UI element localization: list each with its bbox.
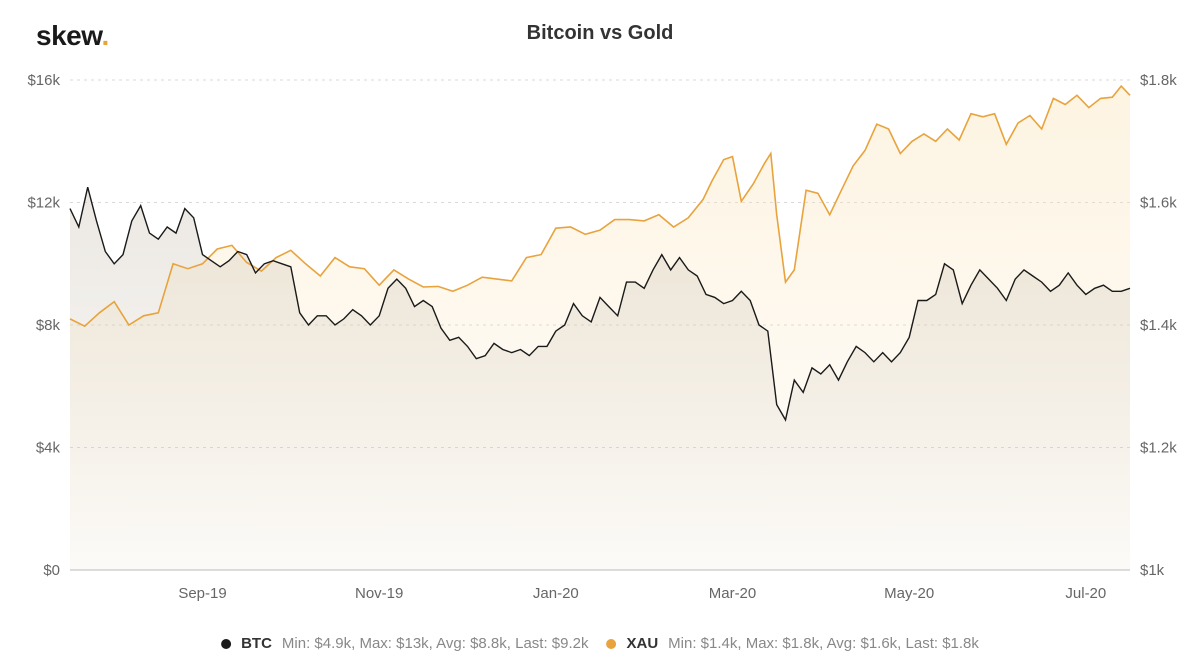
chart-area: $0 $4k $8k $12k $16k $1k $1.2k $1.4k $1.6k $1.8k S… (0, 70, 1200, 610)
legend-marker-btc (221, 639, 231, 649)
chart-title: Bitcoin vs Gold (527, 22, 674, 45)
legend-stats-xau: Min: $1.4k, Max: $1.8k, Avg: $1.6k, Last… (668, 635, 979, 652)
legend-stats-btc: Min: $4.9k, Max: $13k, Avg: $8.8k, Last:… (282, 635, 589, 652)
svg-text:$1.6k: $1.6k (1140, 195, 1177, 212)
logo: skew. (36, 20, 109, 52)
svg-text:May-20: May-20 (884, 585, 934, 602)
svg-text:Jul-20: Jul-20 (1065, 585, 1106, 602)
legend-name-xau: XAU (626, 635, 658, 652)
svg-text:$12k: $12k (27, 195, 60, 212)
svg-text:Jan-20: Jan-20 (533, 585, 579, 602)
legend: BTC Min: $4.9k, Max: $13k, Avg: $8.8k, L… (221, 635, 979, 652)
svg-text:$4k: $4k (36, 440, 61, 457)
svg-text:$1.2k: $1.2k (1140, 440, 1177, 457)
logo-dot: . (101, 20, 108, 51)
legend-name-btc: BTC (241, 635, 272, 652)
svg-text:$1.4k: $1.4k (1140, 317, 1177, 334)
legend-marker-xau (606, 639, 616, 649)
svg-text:$16k: $16k (27, 72, 60, 89)
chart-container: skew. Bitcoin vs Gold $0 $4k $8k $12k $16k $1… (0, 0, 1200, 670)
svg-text:Nov-19: Nov-19 (355, 585, 403, 602)
chart-svg: $0 $4k $8k $12k $16k $1k $1.2k $1.4k $1.6k $1.8k S… (0, 70, 1200, 610)
svg-text:$1k: $1k (1140, 562, 1165, 579)
svg-text:Sep-19: Sep-19 (178, 585, 226, 602)
logo-text: skew (36, 20, 101, 51)
svg-text:$0: $0 (43, 562, 60, 579)
svg-text:$8k: $8k (36, 317, 61, 334)
svg-text:$1.8k: $1.8k (1140, 72, 1177, 89)
svg-text:Mar-20: Mar-20 (709, 585, 757, 602)
